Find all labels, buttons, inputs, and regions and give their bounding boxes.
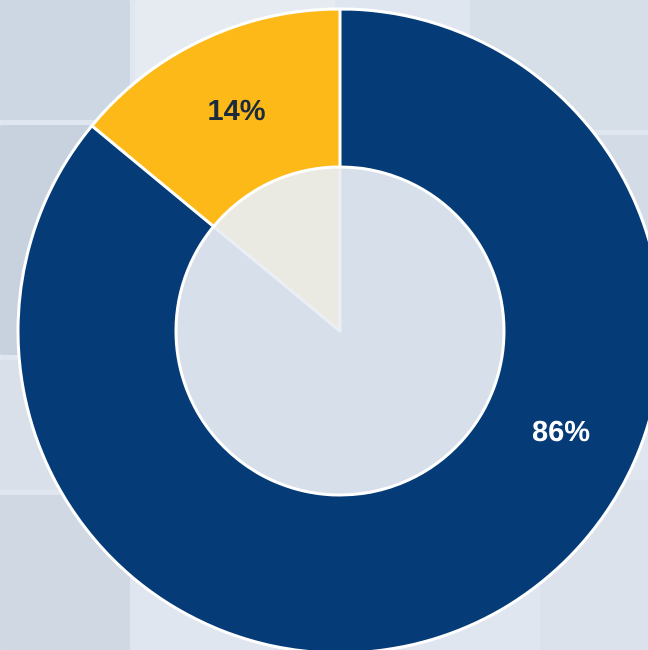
donut-hole xyxy=(174,165,506,497)
background-tile xyxy=(0,0,130,120)
slice-label-14: 14% xyxy=(208,95,266,127)
slice-labels: 86% 14% xyxy=(208,95,591,448)
slice-label-86: 86% xyxy=(532,416,590,448)
